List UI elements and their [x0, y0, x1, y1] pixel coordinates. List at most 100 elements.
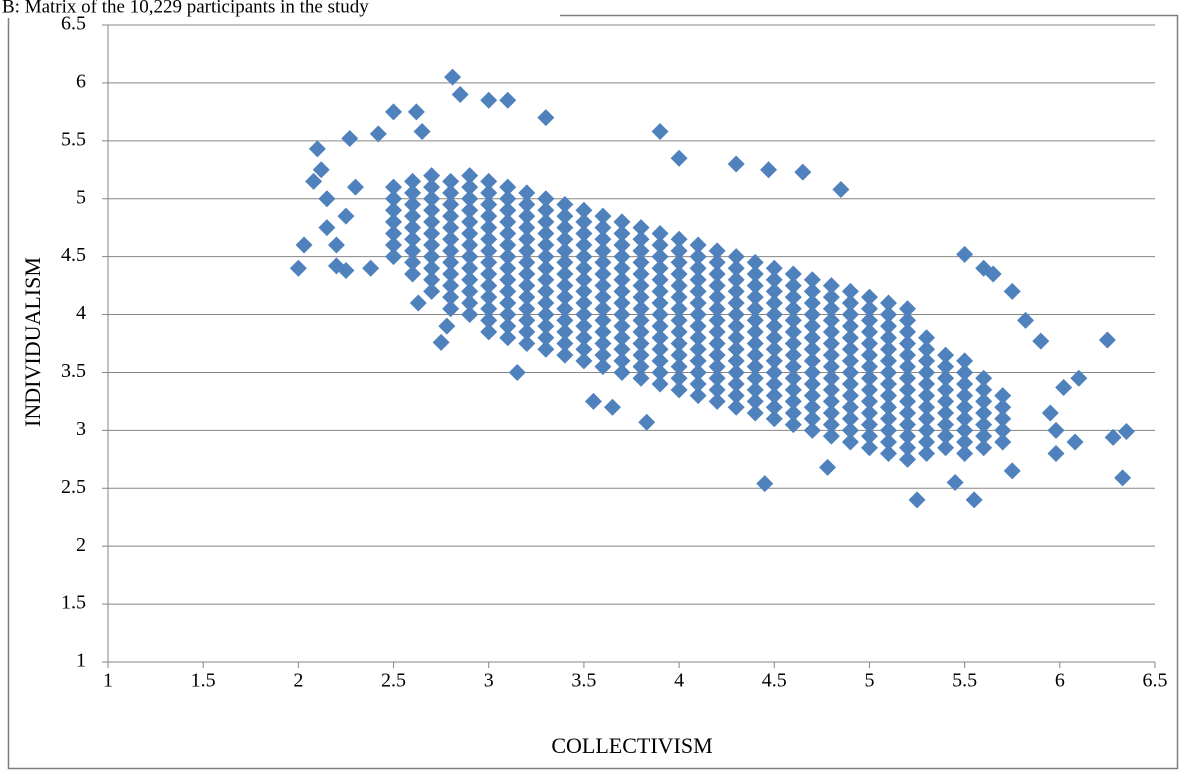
- data-point: [575, 329, 593, 347]
- data-point: [537, 224, 555, 242]
- data-point: [632, 219, 650, 237]
- data-point: [746, 300, 764, 318]
- data-point: [423, 282, 441, 300]
- data-point: [879, 317, 897, 335]
- data-point: [442, 288, 460, 306]
- x-tick-label: 4: [674, 670, 684, 692]
- data-point: [822, 277, 840, 295]
- data-point: [480, 288, 498, 306]
- data-point: [822, 416, 840, 434]
- data-point: [385, 190, 403, 208]
- data-point: [404, 265, 422, 283]
- data-point: [651, 259, 669, 277]
- data-point: [879, 329, 897, 347]
- data-point: [689, 248, 707, 266]
- data-point: [918, 352, 936, 370]
- data-point: [556, 311, 574, 329]
- data-point: [975, 404, 993, 422]
- data-point: [727, 248, 745, 266]
- data-point: [413, 123, 431, 141]
- data-point: [727, 352, 745, 370]
- data-point: [841, 398, 859, 416]
- data-point: [879, 375, 897, 393]
- data-point: [518, 253, 536, 271]
- data-point: [689, 340, 707, 358]
- data-point: [937, 346, 955, 364]
- data-point: [444, 68, 462, 86]
- data-point: [918, 329, 936, 347]
- data-point: [803, 271, 821, 289]
- data-point: [461, 201, 479, 219]
- data-point: [937, 427, 955, 445]
- data-point: [651, 248, 669, 266]
- data-point: [937, 381, 955, 399]
- data-point: [784, 369, 802, 387]
- data-point: [499, 259, 517, 277]
- data-point: [556, 277, 574, 295]
- data-point: [956, 398, 974, 416]
- data-point: [918, 410, 936, 428]
- data-point: [908, 491, 926, 509]
- data-point: [594, 311, 612, 329]
- data-point: [537, 259, 555, 277]
- data-point: [1117, 423, 1135, 441]
- data-point: [822, 381, 840, 399]
- data-point: [899, 427, 917, 445]
- data-point: [765, 410, 783, 428]
- data-point: [385, 224, 403, 242]
- data-point: [518, 288, 536, 306]
- data-point: [727, 294, 745, 312]
- data-point: [537, 329, 555, 347]
- data-point: [442, 184, 460, 202]
- data-point: [708, 381, 726, 399]
- data-point: [689, 282, 707, 300]
- data-point: [1114, 469, 1132, 487]
- data-point: [670, 369, 688, 387]
- data-point: [689, 294, 707, 312]
- data-point: [975, 381, 993, 399]
- data-point: [765, 387, 783, 405]
- data-point: [670, 323, 688, 341]
- data-point: [860, 369, 878, 387]
- data-point: [404, 242, 422, 260]
- data-point: [765, 375, 783, 393]
- data-point: [975, 416, 993, 434]
- data-point: [442, 300, 460, 318]
- data-point: [613, 282, 631, 300]
- data-point: [1055, 379, 1073, 397]
- y-tick-label: 6.5: [61, 13, 86, 35]
- data-point: [670, 288, 688, 306]
- data-point: [689, 236, 707, 254]
- data-point: [689, 375, 707, 393]
- data-point: [575, 282, 593, 300]
- data-point: [480, 219, 498, 237]
- data-point: [803, 340, 821, 358]
- x-tick-label: 1.5: [191, 670, 216, 692]
- data-point: [822, 404, 840, 422]
- data-point: [613, 306, 631, 324]
- data-point: [385, 236, 403, 254]
- data-point: [784, 358, 802, 376]
- data-point: [937, 439, 955, 457]
- data-point: [584, 392, 602, 410]
- data-point: [423, 236, 441, 254]
- data-point: [746, 265, 764, 283]
- data-point: [442, 196, 460, 214]
- data-point: [442, 242, 460, 260]
- data-point: [746, 253, 764, 271]
- data-point: [632, 242, 650, 260]
- data-point: [879, 445, 897, 463]
- data-point: [794, 163, 812, 181]
- data-point: [1047, 445, 1065, 463]
- data-point: [708, 300, 726, 318]
- data-point: [575, 259, 593, 277]
- data-point: [518, 184, 536, 202]
- data-point: [337, 207, 355, 225]
- data-point: [556, 335, 574, 352]
- data-point: [784, 265, 802, 283]
- data-point: [822, 300, 840, 318]
- data-point: [879, 306, 897, 324]
- data-point: [508, 363, 526, 381]
- data-point: [385, 213, 403, 231]
- data-point: [575, 306, 593, 324]
